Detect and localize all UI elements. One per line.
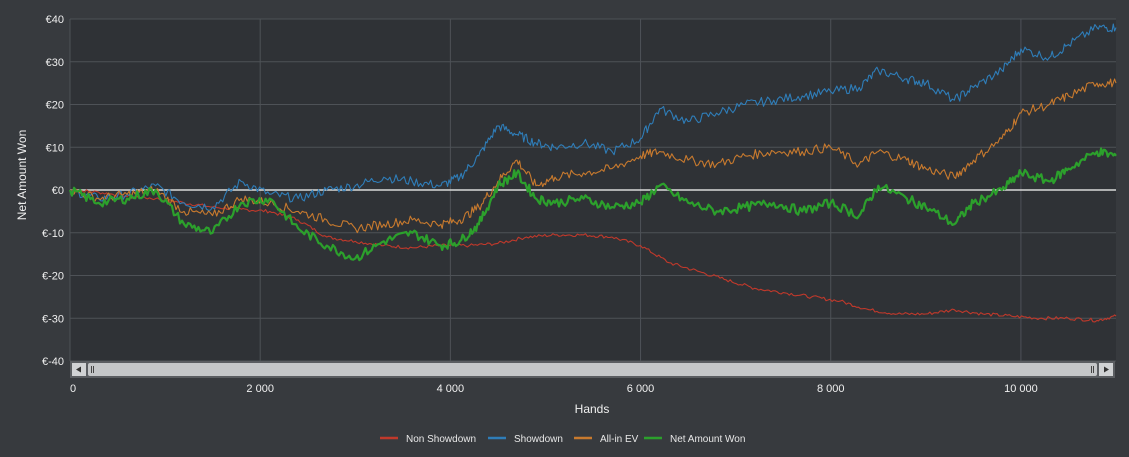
series-line-all-in-ev xyxy=(69,78,1117,234)
y-tick-label: €-30 xyxy=(42,313,64,325)
y-tick-label: €10 xyxy=(46,142,64,154)
y-tick-label: €-10 xyxy=(42,228,64,240)
y-axis-ticks: €40 €30 €20 €10 €0 €-10 €-20 €-30 €-40 xyxy=(42,14,64,368)
horizontal-scrollbar[interactable] xyxy=(70,361,1115,378)
scrollbar-grip-right-icon xyxy=(1091,366,1094,373)
legend-label: Showdown xyxy=(514,434,563,445)
x-axis-label: Hands xyxy=(575,402,610,416)
legend[interactable]: Non Showdown Showdown All-in EV Net Amount … xyxy=(380,434,745,445)
chevron-left-icon xyxy=(76,366,81,373)
y-tick-label: €0 xyxy=(52,185,64,197)
series-line-non-showdown xyxy=(69,189,1117,323)
legend-item[interactable]: All-in EV xyxy=(574,434,639,445)
x-tick-label: 0 xyxy=(70,383,76,395)
legend-label: All-in EV xyxy=(600,434,639,445)
chevron-right-icon xyxy=(1104,366,1109,373)
x-tick-label: 10 000 xyxy=(1004,383,1038,395)
y-tick-label: €20 xyxy=(46,100,64,112)
legend-item[interactable]: Net Amount Won xyxy=(644,434,745,445)
legend-label: Non Showdown xyxy=(406,434,476,445)
legend-item[interactable]: Showdown xyxy=(488,434,563,445)
scrollbar-grip-left-icon xyxy=(91,366,94,373)
y-tick-label: €-40 xyxy=(42,356,64,368)
x-tick-label: 2 000 xyxy=(246,383,274,395)
legend-label: Net Amount Won xyxy=(670,434,745,445)
series-line-showdown xyxy=(69,23,1117,212)
y-tick-label: €30 xyxy=(46,57,64,69)
series-line-net-amount-won xyxy=(68,147,1117,262)
legend-item[interactable]: Non Showdown xyxy=(380,434,476,445)
y-tick-label: €-20 xyxy=(42,271,64,283)
x-tick-label: 6 000 xyxy=(627,383,655,395)
y-axis-label: Net Amount Won xyxy=(15,130,29,221)
x-tick-label: 4 000 xyxy=(437,383,465,395)
series-layer xyxy=(68,23,1117,323)
y-tick-label: €40 xyxy=(46,14,64,26)
x-tick-label: 8 000 xyxy=(817,383,845,395)
scrollbar-thumb[interactable] xyxy=(88,363,1097,376)
x-axis-ticks: 0 2 000 4 000 6 000 8 000 10 000 xyxy=(70,383,1038,395)
